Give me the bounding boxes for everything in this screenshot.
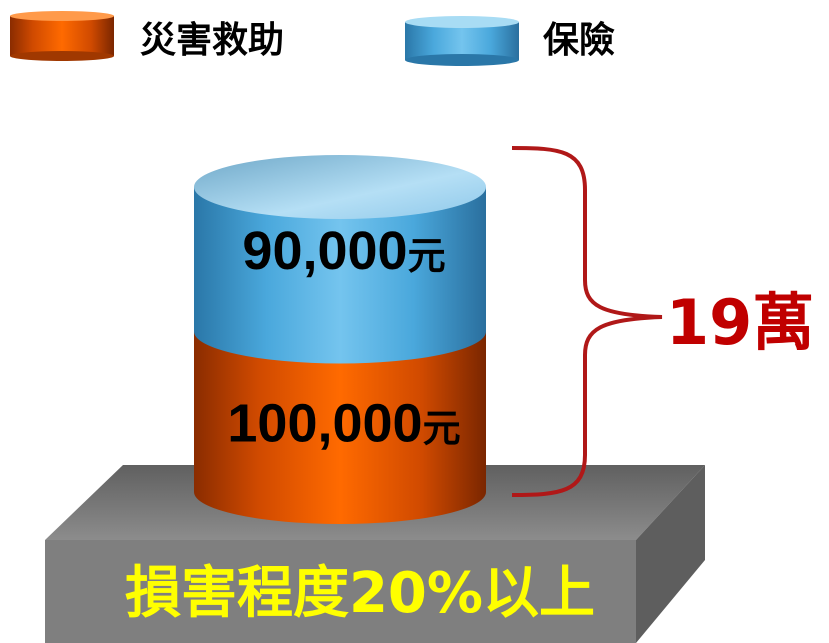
total-brace: 19萬: [511, 146, 814, 497]
legend-swatch-insurance: [405, 16, 519, 66]
legend-label-insurance: 保險: [543, 20, 615, 61]
total-label: 19萬: [666, 286, 814, 359]
cylinder-top-cap: [194, 155, 486, 219]
segment-unit: 元: [408, 234, 446, 278]
legend: 災害救助 保險: [10, 11, 615, 66]
cylinder-segment-insurance: [194, 187, 486, 364]
segment-value-label-disaster: 100,000元: [227, 394, 460, 454]
segment-unit: 元: [423, 407, 461, 451]
segment-value: 100,000: [227, 394, 422, 454]
segment-value-label-insurance: 90,000元: [242, 221, 445, 281]
legend-label-disaster: 災害救助: [140, 20, 284, 61]
segment-value: 90,000: [242, 221, 407, 281]
legend-swatch-disaster: [10, 11, 114, 61]
base-label: 損害程度20%以上: [125, 561, 595, 626]
cylinder-segment-disaster: [194, 331, 486, 524]
